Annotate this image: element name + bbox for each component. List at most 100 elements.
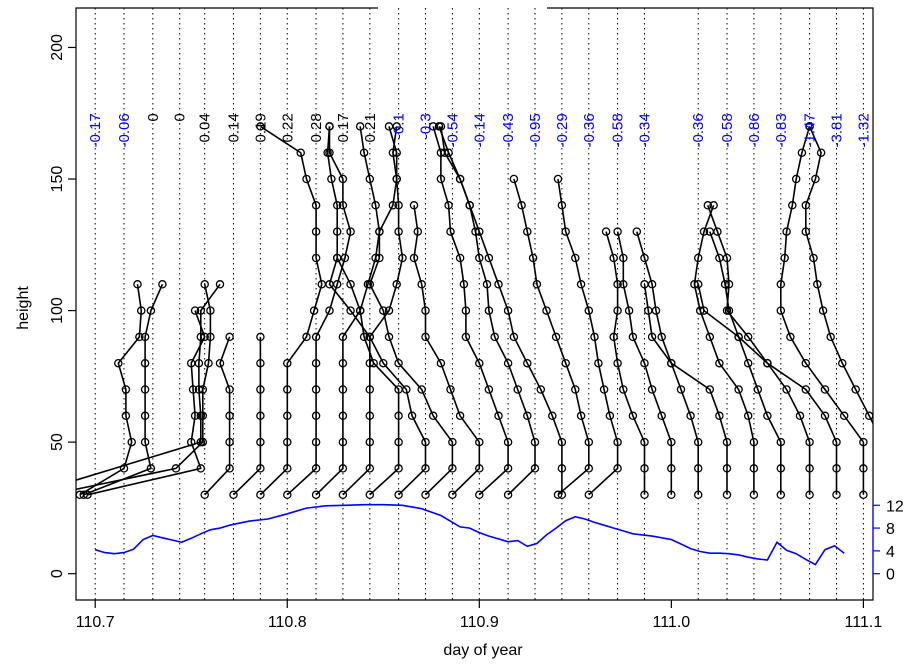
profile-point [338, 437, 348, 447]
profile-point [428, 411, 438, 421]
profile-point [839, 411, 849, 421]
profile-point [475, 253, 484, 263]
profile-point [528, 253, 538, 263]
profile-point [542, 306, 551, 315]
profile-point [557, 201, 567, 210]
profile-point [530, 437, 540, 447]
profile-line [697, 284, 838, 495]
profile-point [548, 411, 557, 421]
profile-point [365, 174, 375, 184]
blue-series-line [94, 503, 845, 566]
profile-point [359, 332, 369, 342]
profile-point [206, 332, 215, 342]
profile-point [114, 358, 123, 368]
profile-point [624, 306, 634, 315]
profile-point [628, 332, 638, 342]
profile-point [749, 437, 759, 447]
profile-point [196, 464, 206, 473]
profile-point [421, 332, 430, 342]
profile-label: 0.21 [362, 113, 379, 142]
profile-point [786, 332, 795, 342]
profile-point [699, 227, 709, 236]
profile-point [832, 437, 841, 447]
profile-point [140, 385, 150, 394]
right-tick-label: 0 [886, 567, 895, 584]
profile-point [196, 332, 206, 342]
profile-point [640, 358, 649, 368]
profile-line [804, 126, 873, 426]
profile-point [782, 227, 791, 236]
profile-point [434, 122, 444, 131]
profile-point [513, 385, 522, 394]
profile-point [699, 306, 709, 315]
profile-point [198, 385, 208, 394]
profile-label: -0.34 [636, 113, 653, 147]
profile-point [743, 411, 753, 421]
profile-point [225, 464, 234, 473]
profile-labels-group: -0.17 -0.06 0 0 0.04 0.14 0.19 0.22 0.28 0.17 0.21… [87, 113, 872, 147]
y-tick-label: 150 [49, 166, 66, 193]
profile-point [557, 437, 567, 447]
profile-point [776, 490, 786, 500]
profile-point [365, 385, 375, 394]
profile-point [59, 481, 66, 488]
profile-point [801, 385, 811, 394]
profile-point [311, 490, 321, 500]
profile-point [421, 306, 430, 315]
profile-label: -0.36 [581, 113, 598, 147]
profile-line [513, 178, 590, 496]
profile-point [749, 464, 759, 473]
profile-line [259, 125, 323, 496]
profile-point [311, 411, 321, 421]
profile-point [826, 332, 835, 342]
profile-point [338, 490, 348, 500]
profile-label: -0.14 [471, 113, 488, 147]
profile-point [327, 174, 336, 184]
profile-point [561, 358, 570, 368]
profile-label: -0.43 [500, 113, 517, 147]
profile-label: 0.14 [225, 113, 242, 142]
profile-point [338, 464, 348, 473]
profile-line [232, 336, 262, 496]
profile-point [805, 464, 814, 473]
profile-point [584, 490, 594, 500]
profile-label: -0.83 [773, 113, 790, 147]
profile-point [465, 201, 474, 210]
profile-line [432, 126, 509, 496]
profile-point [613, 227, 622, 236]
profile-line [76, 284, 212, 491]
profile-point [394, 437, 403, 447]
profile-point [647, 385, 657, 394]
profile-point [311, 253, 321, 263]
profile-point [402, 385, 411, 394]
profile-point [225, 332, 234, 342]
profile-point [859, 464, 868, 473]
profile-point [121, 385, 131, 394]
profile-point [204, 358, 213, 368]
profile-line [707, 205, 811, 495]
profile-label: -0.17 [87, 113, 104, 147]
profile-line [557, 178, 619, 496]
profile-point [311, 358, 321, 368]
profile-label: -0.58 [719, 113, 736, 147]
profile-point [749, 490, 759, 500]
profile-point [763, 411, 772, 421]
profile-point [667, 464, 676, 473]
profile-point [715, 411, 724, 421]
profile-point [763, 358, 772, 368]
profile-point [256, 385, 265, 394]
profile-label: -0.06 [116, 113, 133, 147]
profile-point [557, 464, 567, 473]
x-axis-label: day of year [443, 642, 523, 659]
profile-point [628, 411, 638, 421]
profile-point [365, 411, 375, 421]
profile-point [379, 358, 388, 368]
profile-point [805, 437, 814, 447]
profile-point [632, 227, 642, 236]
profile-point [599, 385, 609, 394]
profile-point [461, 332, 471, 342]
profile-point [392, 174, 401, 184]
profile-point [200, 490, 209, 500]
profile-label: 0.28 [308, 113, 325, 142]
